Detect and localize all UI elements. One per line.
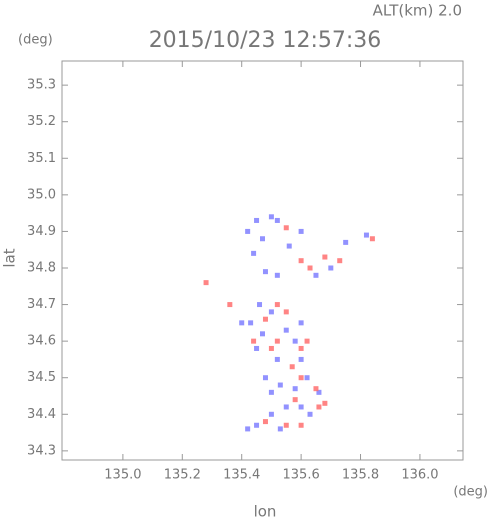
radar-point: [298, 375, 304, 381]
radar-point: [328, 265, 334, 271]
radar-point: [304, 338, 310, 344]
radar-point: [283, 404, 289, 410]
radar-point: [274, 272, 280, 278]
x-tick-label: 135.2: [164, 468, 201, 483]
radar-point: [307, 411, 313, 417]
radar-point: [283, 225, 289, 231]
chart-title: 2015/10/23 12:57:36: [149, 28, 382, 53]
radar-point: [316, 404, 322, 410]
radar-point: [268, 309, 274, 315]
y-tick-label: 34.4: [27, 407, 56, 422]
radar-point: [292, 386, 298, 392]
radar-point: [254, 345, 260, 351]
radar-point: [274, 302, 280, 308]
y-unit: (deg): [18, 33, 53, 48]
radar-point: [248, 320, 254, 326]
y-tick-label: 35.1: [27, 151, 56, 166]
radar-point: [203, 280, 209, 286]
radar-point: [313, 386, 319, 392]
y-axis-label: lat: [1, 248, 19, 267]
radar-point: [260, 236, 265, 242]
y-tick-label: 35.2: [27, 114, 56, 129]
radar-point: [304, 375, 310, 381]
y-tick-label: 34.7: [27, 297, 56, 312]
radar-point: [254, 217, 260, 223]
radar-point: [274, 338, 280, 344]
radar-point: [274, 217, 280, 223]
radar-point: [307, 265, 313, 271]
radar-point: [268, 411, 274, 417]
radar-point: [283, 422, 289, 428]
x-tick-label: 136.0: [401, 468, 438, 483]
radar-point: [369, 236, 375, 242]
x-tick-label: 135.4: [223, 468, 260, 483]
radar-point: [289, 364, 295, 370]
radar-point: [298, 345, 304, 351]
radar-point: [262, 375, 268, 381]
altitude-label: ALT(km) 2.0: [373, 2, 462, 20]
x-tick-label: 135.0: [104, 468, 141, 483]
radar-point: [313, 272, 319, 278]
x-unit: (deg): [453, 485, 488, 500]
radar-point: [286, 243, 292, 249]
radar-point: [227, 302, 233, 308]
radar-point: [322, 400, 328, 406]
radar-point: [262, 419, 268, 425]
y-tick-label: 34.9: [27, 224, 56, 239]
y-tick-label: 34.8: [27, 260, 56, 275]
radar-point: [268, 389, 274, 395]
radar-point: [251, 338, 257, 344]
y-tick-label: 35.0: [27, 187, 56, 202]
y-tick-label: 34.6: [27, 334, 56, 349]
radar-point: [298, 404, 304, 410]
plot-frame: [61, 60, 464, 461]
radar-point: [298, 320, 304, 326]
radar-point: [283, 327, 289, 333]
radar-point: [268, 345, 274, 351]
radar-point: [254, 422, 260, 428]
y-tick-label: 35.3: [27, 78, 56, 93]
radar-point: [257, 302, 263, 308]
radar-point: [298, 356, 304, 362]
radar-point: [298, 422, 304, 428]
radar-point: [260, 331, 265, 337]
radar-point: [245, 228, 251, 234]
x-tick-label: 135.8: [342, 468, 379, 483]
radar-point: [262, 316, 268, 322]
radar-point: [245, 426, 251, 432]
radar-point: [343, 239, 349, 245]
x-axis-label: lon: [254, 503, 277, 521]
radar-point: [363, 232, 369, 238]
radar-point: [239, 320, 245, 326]
y-tick-label: 34.5: [27, 370, 56, 385]
radar-point: [292, 397, 298, 403]
radar-point: [251, 250, 257, 256]
radar-point: [268, 214, 274, 220]
radar-point: [298, 228, 304, 234]
radar-point: [277, 382, 283, 388]
radar-point: [292, 338, 298, 344]
radar-point: [316, 389, 322, 395]
y-tick-label: 34.3: [27, 443, 56, 458]
radar-point: [298, 258, 304, 264]
radar-point: [277, 426, 283, 432]
radar-point: [274, 356, 280, 362]
radar-point: [322, 254, 328, 260]
radar-point: [337, 258, 343, 264]
radar-point: [283, 309, 289, 315]
x-tick-label: 135.6: [283, 468, 320, 483]
radar-point: [262, 269, 268, 275]
